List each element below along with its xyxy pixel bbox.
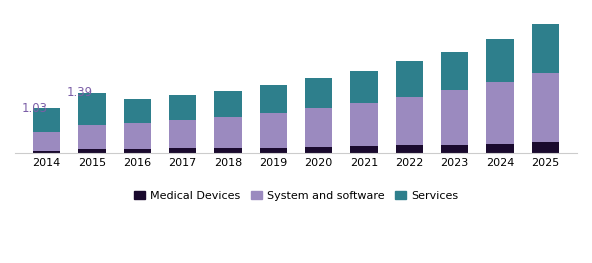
Bar xyxy=(395,145,423,153)
Bar xyxy=(124,149,151,153)
Bar xyxy=(350,146,378,153)
Bar xyxy=(260,85,287,113)
Bar xyxy=(305,147,332,153)
Bar xyxy=(214,91,242,117)
Bar xyxy=(441,90,468,145)
Text: 1.03: 1.03 xyxy=(22,102,48,115)
Bar xyxy=(532,73,559,142)
Bar xyxy=(124,123,151,149)
Bar xyxy=(487,82,513,144)
Bar xyxy=(214,148,242,153)
Bar xyxy=(487,144,513,153)
Bar xyxy=(33,151,60,153)
Bar xyxy=(169,148,197,153)
Bar xyxy=(350,71,378,103)
Bar xyxy=(395,97,423,145)
Bar xyxy=(33,133,60,151)
Bar xyxy=(305,108,332,147)
Text: 1.39: 1.39 xyxy=(67,87,94,99)
Bar xyxy=(214,117,242,148)
Bar xyxy=(441,52,468,90)
Bar xyxy=(350,103,378,146)
Bar xyxy=(532,142,559,153)
Bar xyxy=(487,39,513,82)
Bar xyxy=(124,99,151,123)
Bar xyxy=(441,145,468,153)
Bar xyxy=(169,120,197,148)
Bar xyxy=(260,113,287,148)
Bar xyxy=(79,125,105,149)
Legend: Medical Devices, System and software, Services: Medical Devices, System and software, Se… xyxy=(130,186,462,205)
Bar xyxy=(33,108,60,133)
Bar xyxy=(169,95,197,120)
Bar xyxy=(79,149,105,153)
Bar xyxy=(395,62,423,97)
Bar xyxy=(532,24,559,73)
Bar xyxy=(79,93,105,125)
Bar xyxy=(260,148,287,153)
Bar xyxy=(305,78,332,108)
